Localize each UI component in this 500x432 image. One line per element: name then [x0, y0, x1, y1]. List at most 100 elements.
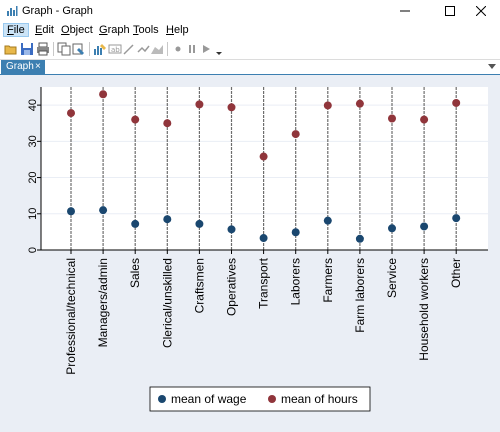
save-icon[interactable] [20, 42, 34, 56]
menu-object-key: O [61, 24, 70, 36]
x-tick-label: Transport [257, 257, 271, 309]
open-icon[interactable] [4, 42, 18, 56]
rename-icon[interactable] [72, 42, 86, 56]
add-marker-icon[interactable] [136, 42, 150, 56]
print-icon[interactable] [36, 42, 50, 56]
toolbar-separator [89, 42, 90, 56]
wage-point [291, 228, 300, 237]
x-tick-label: Laborers [289, 258, 303, 305]
stata-graph-icon [7, 6, 18, 16]
menu-file-rest: ile [13, 24, 25, 36]
wage-point [323, 216, 332, 225]
tab-graph-label: Graph [6, 61, 34, 72]
menu-graph-key: G [99, 24, 108, 36]
graph-editor-icon[interactable] [93, 42, 107, 56]
hours-point [195, 100, 204, 109]
wage-point [163, 215, 172, 224]
add-area-icon[interactable] [150, 42, 164, 56]
x-tick-label: Professional/technical [64, 258, 78, 375]
chart: 0 10 20 30 40 Professional/technical Managers… [27, 87, 488, 412]
wage-point [420, 222, 429, 231]
x-tick-label: Farmers [321, 258, 335, 303]
x-tick-label: Sales [128, 258, 142, 288]
plot-region [41, 87, 488, 250]
x-tick-label: Managers/admin [96, 258, 110, 347]
y-tick-label: 0 [27, 247, 39, 253]
menu-file-key: F [7, 24, 14, 36]
y-tick-label: 40 [27, 99, 39, 111]
hours-point [420, 115, 429, 124]
menu-tools-key: T [133, 24, 139, 36]
toolbar: ab [0, 39, 500, 60]
tab-close-icon[interactable]: × [35, 61, 41, 72]
y-tick-label: 10 [27, 208, 39, 220]
hours-point [291, 130, 300, 139]
wage-point [227, 225, 236, 234]
graph-area: 0 10 20 30 40 Professional/technical Managers… [0, 75, 500, 432]
maximize-button[interactable] [431, 0, 469, 22]
toolbar-separator [167, 42, 168, 56]
play-icon[interactable] [199, 42, 213, 56]
legend-item-hours-label: mean of hours [281, 392, 358, 406]
hours-point [452, 98, 461, 107]
minimize-button[interactable] [386, 0, 424, 22]
title-bar: Graph - Graph [0, 0, 500, 22]
x-tick-label: Clerical/unskilled [160, 258, 174, 348]
add-line-icon[interactable] [122, 42, 136, 56]
menu-tools-rest: ools [138, 24, 159, 36]
window-title: Graph - Graph [22, 5, 93, 17]
legend-item-wage-marker [158, 395, 166, 403]
menu-edit-rest: dit [42, 24, 54, 36]
menu-tools[interactable]: Tools [130, 24, 162, 36]
add-text-icon[interactable]: ab [108, 42, 122, 56]
legend-box [149, 386, 371, 412]
y-tick-label: 20 [27, 171, 39, 183]
maximize-icon [445, 6, 455, 16]
wage-point [259, 234, 268, 243]
menu-object[interactable]: Object [58, 24, 96, 36]
tab-bar: Graph × [0, 60, 500, 75]
x-tick-label: Farm laborers [353, 258, 367, 333]
menu-help-rest: elp [173, 24, 189, 36]
menu-edit[interactable]: Edit [32, 24, 57, 36]
menu-bar: File Edit Object Graph Tools Help [0, 22, 500, 39]
wage-point [195, 219, 204, 228]
menu-graph-rest: raph [107, 24, 130, 36]
hours-point [227, 103, 236, 112]
menu-object-rest: bject [69, 24, 93, 36]
wage-point [388, 224, 396, 233]
menu-help[interactable]: Help [163, 24, 192, 36]
x-tick-label: Operatives [225, 258, 239, 316]
x-tick-label: Household workers [417, 258, 431, 361]
svg-text:ab: ab [111, 46, 120, 54]
hours-point [388, 114, 396, 123]
wage-point [355, 234, 364, 243]
close-button[interactable] [462, 0, 500, 22]
hours-point [163, 119, 172, 128]
wage-point [131, 219, 140, 228]
menu-help-key: H [166, 24, 174, 36]
x-tick-label: Other [449, 258, 463, 288]
tab-list-dropdown-icon[interactable] [488, 62, 496, 70]
close-icon [475, 5, 487, 17]
hours-point [323, 101, 332, 110]
wage-point [67, 207, 75, 216]
menu-graph[interactable]: Graph [96, 24, 133, 36]
menu-edit-key: E [35, 24, 43, 36]
menu-file[interactable]: File [3, 23, 29, 37]
copy-icon[interactable] [57, 42, 71, 56]
tab-graph[interactable]: Graph × [1, 60, 45, 74]
record-icon[interactable] [171, 42, 185, 56]
wage-point [99, 206, 108, 215]
wage-point [452, 214, 461, 223]
hours-point [99, 90, 108, 99]
legend-item-hours-marker [268, 395, 276, 403]
x-tick-label: Craftsmen [192, 258, 206, 313]
minimize-icon [400, 10, 410, 12]
pause-icon[interactable] [185, 42, 199, 56]
y-tick-label: 30 [27, 135, 39, 147]
legend-item-wage-label: mean of wage [171, 392, 247, 406]
hours-point [67, 109, 75, 118]
x-tick-label: Service [385, 258, 399, 298]
play-dropdown-icon[interactable] [212, 42, 226, 56]
